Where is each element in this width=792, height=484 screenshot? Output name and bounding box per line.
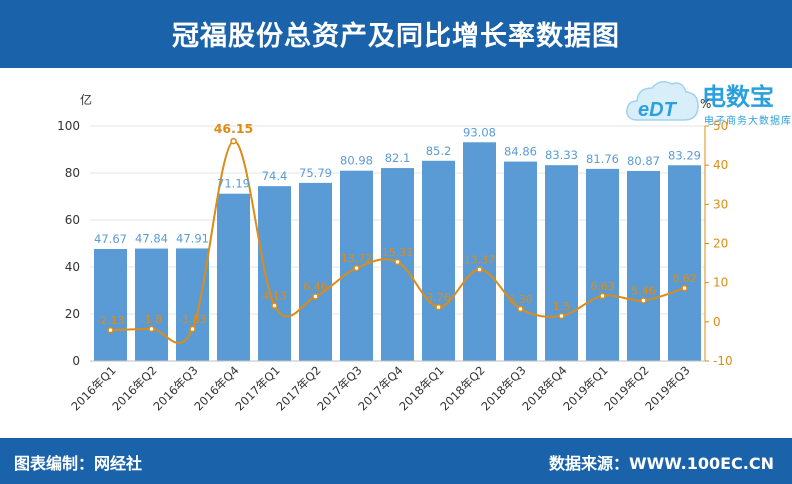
line-value-label: 6.63 (590, 280, 615, 293)
line-point (189, 325, 196, 333)
left-tick-label: 0 (72, 354, 80, 368)
bar (299, 182, 332, 361)
growth-rate-line (110, 140, 685, 345)
line-point (230, 137, 237, 145)
bar-value-label: 71.19 (217, 177, 250, 191)
right-tick-label: 30 (713, 197, 728, 211)
bar (463, 142, 496, 361)
line-point (435, 303, 442, 311)
bar-value-label: 83.29 (668, 148, 701, 162)
logo: eDT 电数宝 电子商务大数据库 (622, 72, 792, 132)
footer-credit: 图表编制：网经社 (14, 454, 143, 473)
left-axis-unit: 亿 (80, 92, 92, 107)
right-tick-label: 10 (713, 276, 728, 290)
footer-source: 数据来源：WWW.100EC.CN (548, 454, 774, 473)
bar (545, 165, 578, 361)
line-value-label: 6.46 (303, 281, 328, 294)
line-value-label: -1.83 (178, 313, 206, 326)
x-tick-label: 2019年Q3 (642, 363, 692, 413)
bar-value-label: 47.84 (135, 232, 168, 246)
bar-value-label: 83.33 (545, 148, 578, 162)
line-value-label: 13.72 (341, 252, 373, 265)
bar-value-label: 81.76 (586, 152, 619, 166)
line-point (640, 297, 647, 304)
right-tick-label: -10 (713, 354, 733, 368)
bar-series (94, 142, 701, 361)
bar (135, 248, 168, 361)
bar-value-label: 47.91 (176, 231, 209, 245)
data-labels: 47.67 47.84 47.91 71.19 74.4 75.79 80.98 82.1 85… (94, 121, 701, 327)
bar-value-label: 82.1 (385, 151, 411, 165)
line-point (353, 264, 360, 272)
bar (504, 161, 537, 361)
bar (668, 165, 701, 361)
left-tick-label: 40 (65, 260, 80, 274)
left-tick-label: 100 (57, 119, 80, 133)
line-point (599, 292, 606, 300)
logo-brand: 电数宝 (702, 83, 774, 111)
bar (258, 186, 291, 361)
line-value-label: 8.62 (672, 272, 697, 285)
bar (94, 248, 127, 361)
line-value-label: -2.13 (96, 314, 124, 327)
line-point (558, 312, 565, 320)
line-value-label: 13.37 (464, 253, 496, 266)
left-tick-label: 20 (65, 307, 80, 321)
line-value-label: 3.30 (508, 293, 533, 306)
bar (627, 170, 660, 361)
right-tick-label: 0 (713, 315, 721, 329)
logo-mark: eDT (638, 99, 678, 121)
line-point (517, 305, 524, 313)
bar-value-label: 93.08 (463, 125, 496, 139)
line-point (148, 325, 155, 333)
right-tick-label: 20 (713, 237, 728, 251)
chart-header: 冠福股份总资产及同比增长率数据图 (0, 0, 792, 68)
right-tick-label: 40 (713, 158, 728, 172)
line-point (107, 326, 114, 334)
line-point (271, 302, 278, 309)
left-tick-label: 80 (65, 166, 80, 180)
line-value-label: 1.5 (553, 300, 571, 313)
line-value-label: 5.46 (631, 284, 656, 297)
line-value-label: 4.13 (262, 290, 287, 303)
bar (422, 160, 455, 361)
line-value-label: -1.8 (141, 313, 162, 326)
left-tick-label: 60 (65, 213, 80, 227)
line-value-label: 3.76 (426, 291, 451, 304)
line-point (476, 266, 483, 273)
cloud-logo-icon: eDT (626, 81, 699, 121)
bar (176, 248, 209, 361)
bar-value-label: 47.67 (94, 232, 127, 246)
chart-title: 冠福股份总资产及同比增长率数据图 (172, 21, 620, 52)
bar-value-label: 80.98 (340, 154, 373, 168)
bar (586, 168, 619, 361)
line-value-label: 46.15 (214, 121, 254, 136)
line-point (681, 284, 688, 292)
bar (217, 193, 250, 361)
line-point (394, 258, 401, 266)
bar-value-label: 75.79 (299, 166, 332, 180)
right-tick-label: 50 (713, 119, 728, 133)
line-point (312, 293, 319, 300)
bar-value-label: 84.86 (504, 145, 537, 159)
line-value-label: 15.31 (382, 246, 414, 259)
bar-value-label: 74.4 (262, 169, 288, 183)
chart-svg: 47.67 47.84 47.91 71.19 74.4 75.79 80.98 82.1 85… (57, 92, 733, 414)
logo-subtitle: 电子商务大数据库 (704, 116, 792, 127)
bar-value-label: 80.87 (627, 154, 660, 168)
bar-value-label: 85.2 (426, 144, 452, 158)
right-axis-unit: % (700, 97, 711, 111)
line-series (107, 137, 688, 345)
chart-footer: 图表编制：网经社 数据来源：WWW.100EC.CN (0, 438, 792, 484)
